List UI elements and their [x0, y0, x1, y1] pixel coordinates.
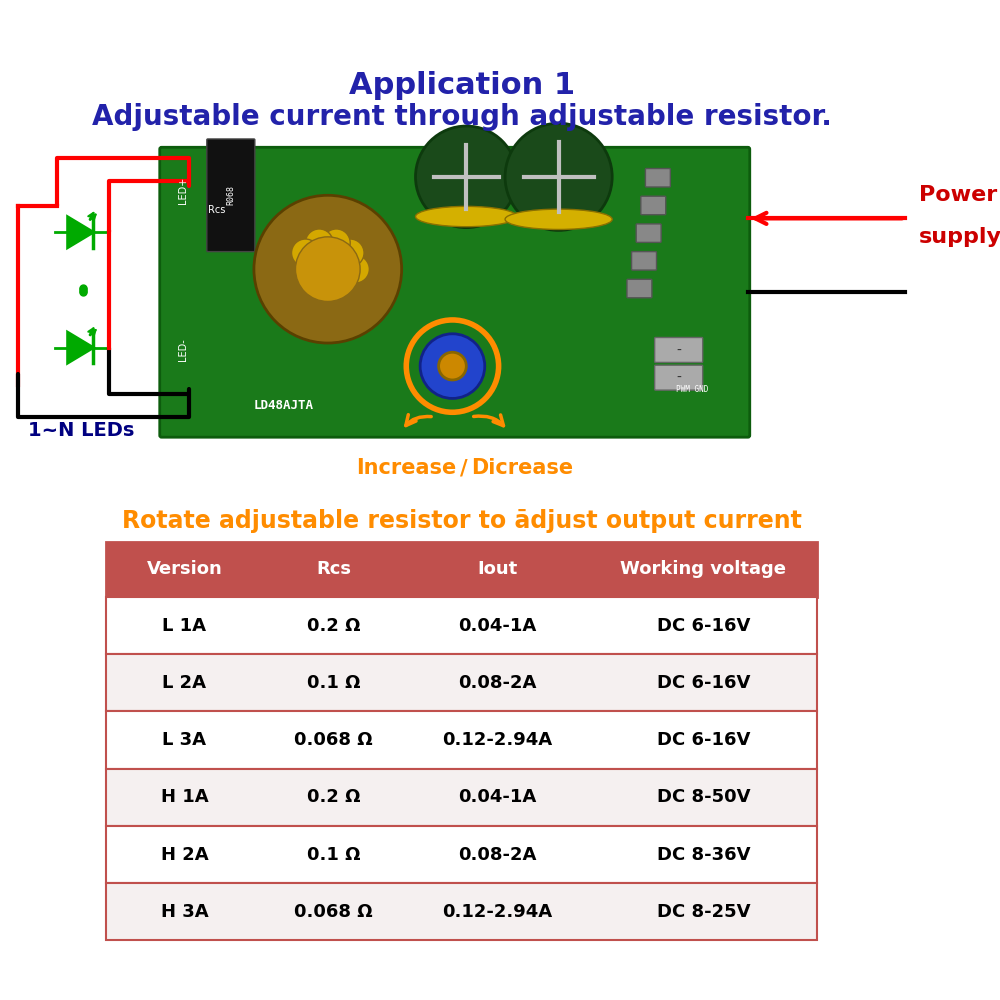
Text: Rcs: Rcs [208, 205, 226, 215]
Circle shape [336, 239, 364, 267]
Text: L 2A: L 2A [162, 674, 206, 692]
Ellipse shape [416, 206, 517, 227]
FancyBboxPatch shape [655, 337, 703, 362]
Text: DC 6-16V: DC 6-16V [657, 731, 750, 749]
Text: Adjustable current through adjustable resistor.: Adjustable current through adjustable re… [92, 103, 832, 131]
Text: 0.12-2.94A: 0.12-2.94A [442, 903, 552, 921]
Text: 0.04-1A: 0.04-1A [458, 788, 536, 806]
Text: 0.068 Ω: 0.068 Ω [294, 731, 373, 749]
FancyBboxPatch shape [655, 365, 703, 390]
FancyBboxPatch shape [645, 169, 670, 187]
FancyBboxPatch shape [106, 769, 817, 826]
Text: Dicrease: Dicrease [471, 458, 573, 478]
Text: R068: R068 [226, 185, 235, 205]
Text: Application 1: Application 1 [349, 71, 575, 100]
Text: DC 8-25V: DC 8-25V [657, 903, 750, 921]
Text: Rcs: Rcs [316, 560, 351, 578]
Text: /: / [460, 458, 467, 478]
Text: 0.12-2.94A: 0.12-2.94A [442, 731, 552, 749]
Text: 0.04-1A: 0.04-1A [458, 617, 536, 635]
FancyBboxPatch shape [106, 711, 817, 769]
Text: 0.2 Ω: 0.2 Ω [307, 788, 360, 806]
FancyBboxPatch shape [636, 224, 661, 242]
FancyBboxPatch shape [632, 252, 657, 270]
Text: -: - [676, 343, 681, 357]
FancyBboxPatch shape [106, 597, 817, 654]
Text: 0.2 Ω: 0.2 Ω [307, 617, 360, 635]
Text: H 1A: H 1A [161, 788, 208, 806]
Text: H 2A: H 2A [161, 846, 208, 864]
Text: DC 8-50V: DC 8-50V [657, 788, 750, 806]
Text: 1~N LEDs: 1~N LEDs [28, 421, 134, 440]
Text: 0.1 Ω: 0.1 Ω [307, 846, 360, 864]
Polygon shape [68, 332, 93, 363]
Text: supply: supply [919, 227, 1000, 247]
Text: 0.08-2A: 0.08-2A [458, 846, 536, 864]
Circle shape [416, 126, 517, 228]
Text: 0.08-2A: 0.08-2A [458, 674, 536, 692]
Text: DC 6-16V: DC 6-16V [657, 674, 750, 692]
FancyBboxPatch shape [106, 654, 817, 711]
Text: LD48AJTA: LD48AJTA [254, 399, 314, 412]
Circle shape [439, 352, 466, 380]
FancyBboxPatch shape [627, 279, 652, 298]
Circle shape [420, 334, 485, 398]
Text: DC 8-36V: DC 8-36V [657, 846, 750, 864]
Text: PWM GND: PWM GND [676, 385, 709, 394]
Circle shape [254, 195, 402, 343]
FancyBboxPatch shape [641, 196, 666, 215]
Text: L 1A: L 1A [162, 617, 206, 635]
Text: Increase: Increase [356, 458, 456, 478]
Circle shape [305, 229, 333, 257]
Circle shape [292, 239, 319, 267]
Text: Working voltage: Working voltage [620, 560, 786, 578]
FancyBboxPatch shape [160, 147, 750, 437]
Text: Rotate adjustable resistor to ādjust output current: Rotate adjustable resistor to ādjust out… [122, 509, 802, 533]
Text: L 3A: L 3A [162, 731, 206, 749]
Ellipse shape [505, 209, 612, 229]
Circle shape [322, 229, 350, 257]
Circle shape [295, 237, 360, 301]
Text: Power: Power [919, 185, 997, 205]
FancyBboxPatch shape [106, 826, 817, 883]
FancyBboxPatch shape [106, 542, 817, 597]
Text: -: - [676, 371, 681, 385]
FancyBboxPatch shape [207, 139, 255, 252]
Text: DC 6-16V: DC 6-16V [657, 617, 750, 635]
Text: Iout: Iout [477, 560, 517, 578]
Circle shape [505, 123, 612, 230]
Text: LED-: LED- [178, 339, 188, 361]
Text: H 3A: H 3A [161, 903, 208, 921]
Text: 0.068 Ω: 0.068 Ω [294, 903, 373, 921]
FancyBboxPatch shape [106, 883, 817, 940]
Text: LED+: LED+ [178, 177, 188, 204]
Text: 0.1 Ω: 0.1 Ω [307, 674, 360, 692]
Polygon shape [68, 217, 93, 248]
Text: Version: Version [147, 560, 222, 578]
Circle shape [342, 255, 369, 283]
